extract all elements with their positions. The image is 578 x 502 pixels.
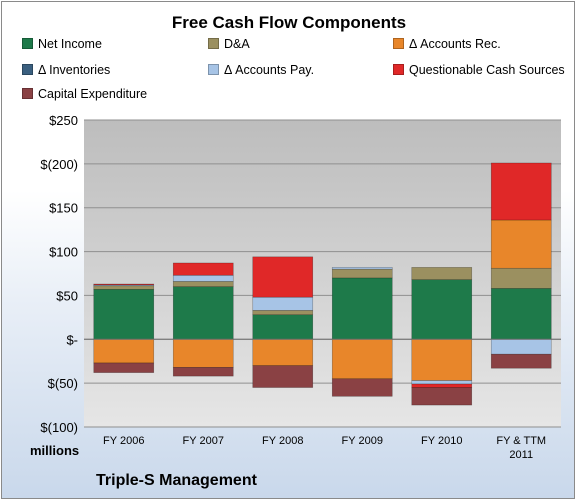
x-tick-label: FY 2006 <box>103 435 144 447</box>
legend-swatch <box>22 88 33 100</box>
legend-label: Questionable Cash Sources <box>409 63 565 77</box>
bar-segment <box>490 267 552 289</box>
legend-item-net-income: Net Income <box>22 37 102 51</box>
bar-segment <box>172 286 234 340</box>
plot-area <box>84 120 561 427</box>
y-tick-label: $(50) <box>48 376 78 391</box>
bar-segment <box>490 162 552 221</box>
legend-label: Capital Expenditure <box>38 87 148 101</box>
bar-segment <box>172 281 234 287</box>
bar-segment <box>252 296 314 311</box>
bar-segment <box>331 277 393 340</box>
bar-segment <box>93 283 155 286</box>
legend-item-accounts-rec: Δ Accounts Rec. <box>393 37 501 51</box>
legend-label: Δ Inventories <box>38 63 111 77</box>
legend-swatch <box>393 38 404 50</box>
chart-title: Free Cash Flow Components <box>171 13 407 32</box>
y-tick-label: $- <box>66 332 78 347</box>
bar-segment <box>411 338 473 381</box>
legend-swatch <box>22 38 33 50</box>
x-tick-label: 2011 <box>509 449 533 461</box>
y-tick-label: $100 <box>49 245 78 260</box>
legend-swatch <box>22 64 33 76</box>
unit-label: millions <box>30 443 80 458</box>
legend-item-accounts-pay: Δ Accounts Pay. <box>208 63 314 77</box>
bar-segment <box>252 310 314 316</box>
legend-item-questionable: Questionable Cash Sources <box>393 63 565 77</box>
bar-segment <box>252 338 314 366</box>
bar-segment <box>490 353 552 369</box>
x-tick-label: FY 2007 <box>183 435 224 447</box>
y-tick-label: $50 <box>56 288 78 303</box>
bar-segment <box>331 338 393 380</box>
bar-segment <box>331 267 393 270</box>
legend-swatch <box>208 38 219 50</box>
legend-label: Δ Accounts Rec. <box>409 37 501 51</box>
legend-label: Net Income <box>38 37 102 51</box>
bar-segment <box>490 219 552 269</box>
x-tick-label: FY & TTM <box>496 435 546 447</box>
legend-swatch <box>208 64 219 76</box>
x-tick-label: FY 2010 <box>421 435 462 447</box>
legend-label: Δ Accounts Pay. <box>224 63 315 77</box>
company-name: Triple-S Management <box>96 472 257 489</box>
bar-segment <box>93 285 155 290</box>
bar-segment <box>172 262 234 276</box>
legend-item-inventories: Δ Inventories <box>22 63 110 77</box>
bar-segment <box>172 367 234 377</box>
bar-segment <box>490 288 552 340</box>
bar-segment <box>93 362 155 373</box>
bar-segment <box>490 338 552 355</box>
y-tick-label: $(100) <box>40 420 78 435</box>
bar-segment <box>331 378 393 397</box>
bar-segment <box>331 268 393 279</box>
bar-segment <box>411 267 473 280</box>
legend-label: D&A <box>224 37 250 51</box>
bar-segment <box>411 279 473 340</box>
bar-segment <box>411 380 473 385</box>
legend-item-da: D&A <box>208 37 250 51</box>
bar-segment <box>172 274 234 282</box>
bar-segment <box>252 256 314 298</box>
legend-item-capex: Capital Expenditure <box>22 87 147 101</box>
y-tick-label: $150 <box>49 201 78 216</box>
bar-segment <box>252 365 314 388</box>
legend-swatch <box>393 64 404 76</box>
bar-segment <box>93 288 155 340</box>
bar-segment <box>411 387 473 406</box>
x-tick-label: FY 2009 <box>342 435 383 447</box>
y-tick-label: $(200) <box>40 157 78 172</box>
bar-segment <box>252 314 314 340</box>
bar-segment <box>172 338 234 368</box>
bar-segment <box>411 383 473 388</box>
y-tick-label: $250 <box>49 113 78 128</box>
bar-segment <box>93 338 155 364</box>
x-tick-label: FY 2008 <box>262 435 303 447</box>
